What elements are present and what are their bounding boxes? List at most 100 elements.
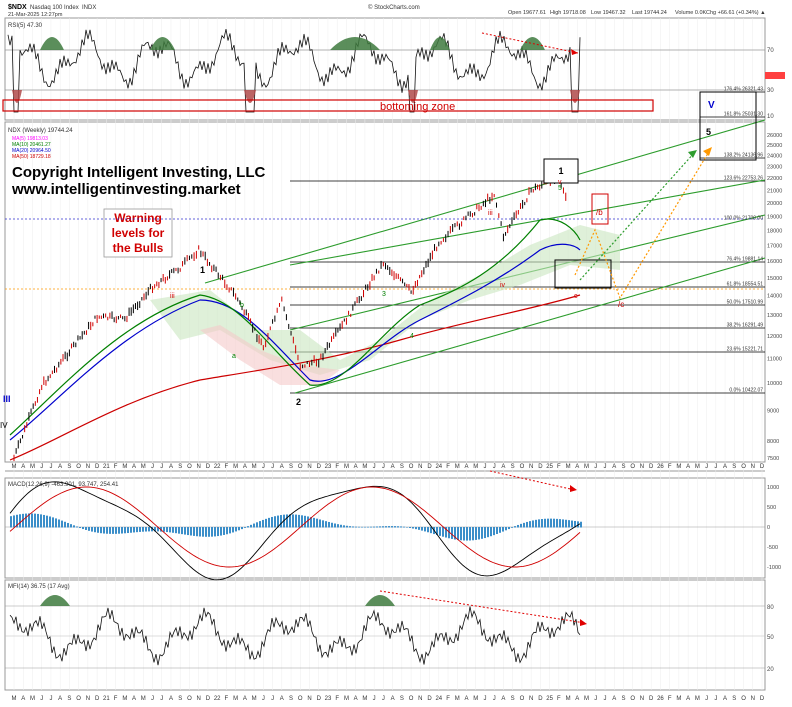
month-tick-bottom: D <box>317 696 322 702</box>
macd-line <box>9 481 581 581</box>
macd-histogram-bar <box>502 527 504 532</box>
macd-divergence-arrow <box>570 485 577 492</box>
month-tick: A <box>612 464 616 470</box>
macd-histogram-bar <box>103 527 105 534</box>
month-tick: 21 <box>103 464 110 470</box>
macd-histogram-bar <box>313 517 315 528</box>
macd-histogram-bar <box>145 527 147 532</box>
month-tick: O <box>76 464 81 470</box>
macd-histogram-bar <box>175 527 177 534</box>
macd-histogram-bar <box>346 525 348 528</box>
month-tick-bottom: F <box>335 696 339 702</box>
rsi-overbought-fill <box>330 37 380 50</box>
macd-histogram-bar <box>289 514 291 528</box>
month-tick-bottom: S <box>400 696 404 702</box>
month-tick-bottom: M <box>676 696 681 702</box>
macd-histogram-bar <box>28 513 30 528</box>
month-tick-bottom: A <box>21 696 25 702</box>
macd-histogram-bar <box>316 518 318 528</box>
macd-histogram-bar <box>259 521 261 528</box>
month-tick: A <box>354 464 358 470</box>
macd-histogram-bar <box>151 527 153 532</box>
macd-histogram-bar <box>526 521 528 528</box>
fib-level-label: 76.4% 19881.14 <box>727 257 764 263</box>
month-tick: M <box>12 464 17 470</box>
price-tick: 10000 <box>767 381 782 387</box>
month-tick: D <box>760 464 765 470</box>
month-tick: S <box>511 464 515 470</box>
price-panel <box>4 121 766 463</box>
fib-level-label: 50.0% 17510.99 <box>727 300 764 306</box>
mfi-tick-80: 80 <box>767 605 774 611</box>
macd-histogram-bar <box>166 527 168 533</box>
month-tick-bottom: O <box>298 696 303 702</box>
month-tick: S <box>400 464 404 470</box>
month-tick: S <box>178 464 182 470</box>
month-tick-bottom: S <box>67 696 71 702</box>
fib-level-label: 161.8% 25031.30 <box>724 112 763 118</box>
macd-histogram-bar <box>67 522 69 528</box>
month-tick-bottom: J <box>151 696 154 702</box>
macd-histogram-bar <box>115 527 117 534</box>
macd-histogram-bar <box>79 527 81 529</box>
macd-histogram-bar <box>124 527 126 534</box>
warning-line-1: Warning <box>114 211 162 225</box>
price-tick: 22000 <box>767 176 782 182</box>
macd-histogram-bar <box>58 519 60 528</box>
label-iii-red: iii <box>170 293 175 300</box>
month-tick: S <box>732 464 736 470</box>
month-tick: A <box>464 464 468 470</box>
macd-histogram-bar <box>478 527 480 540</box>
month-tick-bottom: 23 <box>325 696 332 702</box>
mfi-tick-50: 50 <box>767 635 774 641</box>
macd-histogram-bar <box>220 527 222 536</box>
macd-histogram-bar <box>430 527 432 534</box>
warning-line-3: the Bulls <box>113 241 164 255</box>
macd-histogram-bar <box>268 517 270 528</box>
month-tick: J <box>49 464 52 470</box>
macd-histogram-bar <box>19 514 21 528</box>
month-tick: A <box>723 464 727 470</box>
macd-histogram-bar <box>388 526 390 528</box>
month-tick: J <box>271 464 274 470</box>
macd-histogram-bar <box>364 526 366 528</box>
macd-histogram-bar <box>217 527 219 537</box>
price-tick: 13000 <box>767 313 782 319</box>
macd-histogram-bar <box>397 526 399 528</box>
macd-tick: -1000 <box>767 565 781 571</box>
macd-histogram-bar <box>307 516 309 528</box>
month-tick-bottom: A <box>391 696 395 702</box>
fib-level-label: 61.8% 18554.51 <box>727 282 764 288</box>
macd-histogram-bar <box>211 527 213 537</box>
month-tick-bottom: O <box>187 696 192 702</box>
macd-histogram-bar <box>451 527 453 539</box>
label-c-red: /c <box>618 300 624 309</box>
macd-histogram-bar <box>154 527 156 532</box>
month-tick: J <box>160 464 163 470</box>
macd-histogram-bar <box>382 526 384 528</box>
rsi-divergence-line <box>481 32 579 54</box>
macd-histogram-bar <box>250 524 252 528</box>
macd-histogram-bar <box>193 527 195 536</box>
month-tick-bottom: M <box>233 696 238 702</box>
macd-histogram-bar <box>547 518 549 528</box>
fib-level-label: 0.0% 10422.07 <box>729 388 763 394</box>
month-tick: A <box>501 464 505 470</box>
macd-histogram-bar <box>148 527 150 532</box>
macd-histogram-bar <box>379 526 381 528</box>
month-tick: J <box>40 464 43 470</box>
fib-level-label: 138.2% 24136.96 <box>724 153 763 159</box>
macd-histogram-bar <box>574 520 576 528</box>
macd-histogram-bar <box>301 515 303 528</box>
month-tick: F <box>557 464 561 470</box>
rsi-label: RSI(5) 47.30 <box>8 23 43 29</box>
label-iv-red: iv <box>500 282 506 289</box>
macd-histogram-bar <box>277 515 279 528</box>
macd-histogram-bar <box>331 522 333 528</box>
month-tick: N <box>86 464 90 470</box>
label-b-red: /b <box>596 208 603 217</box>
month-tick-bottom: S <box>732 696 736 702</box>
month-tick: M <box>473 464 478 470</box>
month-tick: D <box>538 464 543 470</box>
month-tick: N <box>640 464 644 470</box>
